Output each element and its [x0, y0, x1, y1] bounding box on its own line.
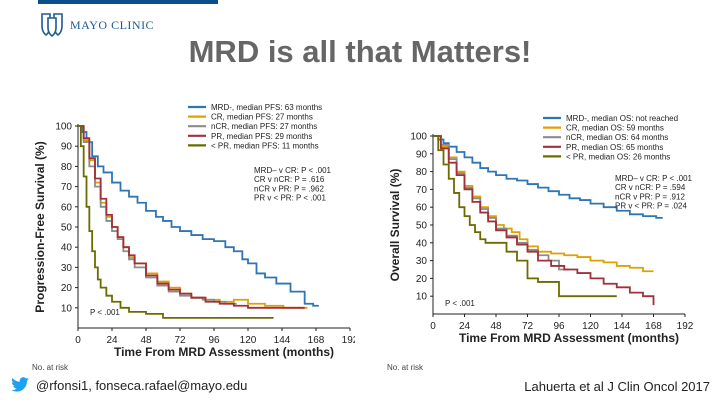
twitter-bird-icon [11, 377, 29, 392]
p-value-text: P < .001 [90, 308, 120, 317]
x-tick-label: 0 [75, 335, 81, 346]
y-tick-label: 50 [416, 221, 428, 232]
pfs-chart: 10 20 30 40 50 60 70 80 90 100 0 24 48 72 96 120 144 168 1… [30, 90, 355, 372]
x-axis-label: Time From MRD Assessment (months) [459, 331, 679, 345]
y-tick-label: 100 [410, 132, 427, 143]
x-tick-label: 72 [522, 321, 534, 332]
x-tick-label: 144 [274, 335, 291, 346]
stats-line-4: PR v < PR: P < .001 [254, 194, 326, 203]
series-line-4 [433, 135, 655, 306]
series-line-1 [78, 125, 319, 307]
p-value-text: P < .001 [445, 299, 475, 308]
legend-label-1: MRD-, median PFS: 63 months [211, 103, 322, 112]
legend-label-2: CR, median OS: 59 months [566, 124, 664, 133]
stats-line-1: MRD– v CR: P < .001 [615, 174, 693, 183]
y-tick-label: 10 [61, 303, 73, 314]
pfs-chart-svg: 10 20 30 40 50 60 70 80 90 100 0 24 48 72 96 120 144 168 1… [32, 103, 355, 372]
y-tick-label: 50 [61, 223, 73, 234]
legend-label-1: MRD-, median OS: not reached [566, 114, 678, 123]
footer-contact: @rfonsi1, fonseca.rafael@mayo.edu [10, 377, 247, 393]
footer-contact-text: @rfonsi1, fonseca.rafael@mayo.edu [36, 377, 248, 393]
x-tick-label: 0 [430, 321, 436, 332]
y-tick-label: 60 [416, 203, 428, 214]
x-tick-label: 96 [208, 335, 220, 346]
x-tick-label: 192 [677, 321, 694, 332]
stats-line-4: PR v < PR: P = .024 [615, 202, 687, 211]
x-tick-label: 144 [614, 321, 631, 332]
stats-line-2: CR v nCR: P = .616 [254, 175, 325, 184]
stats-line-3: nCR v PR: P = .912 [615, 192, 685, 201]
mayo-clinic-logo: MAYO CLINIC [40, 10, 154, 40]
y-tick-label: 80 [416, 167, 428, 178]
x-tick-label: 24 [106, 335, 118, 346]
legend-label-3: nCR, median OS: 64 months [566, 133, 668, 142]
x-tick-label: 96 [553, 321, 565, 332]
y-tick-label: 20 [61, 283, 73, 294]
x-tick-label: 24 [459, 321, 471, 332]
legend-label-5: < PR, median OS: 26 months [566, 152, 670, 161]
series-line-5 [433, 135, 617, 298]
y-tick-label: 90 [416, 149, 428, 160]
series-line-3 [433, 135, 570, 271]
legend-label-5: < PR, median PFS: 11 months [211, 141, 319, 150]
y-axis-label: Progression-Free Survival (%) [33, 141, 47, 312]
y-tick-label: 80 [61, 162, 73, 173]
mayo-shields-icon [41, 13, 63, 38]
series-line-5 [78, 125, 274, 319]
y-tick-label: 10 [416, 292, 428, 303]
stats-line-1: MRD– v CR: P < .001 [254, 166, 332, 175]
footer-citation: Lahuerta et al J Clin Oncol 2017 [524, 379, 710, 394]
y-tick-label: 70 [416, 185, 428, 196]
y-tick-label: 70 [61, 182, 73, 193]
os-chart: 10 20 30 40 50 60 70 80 90 100 0 24 48 72 96 120 144 168 1… [385, 90, 710, 372]
y-axis-label: Overall Survival (%) [388, 169, 402, 282]
x-tick-label: 192 [342, 335, 355, 346]
x-tick-label: 120 [582, 321, 599, 332]
no-at-risk-label: No. at risk [32, 363, 69, 372]
x-tick-label: 48 [490, 321, 502, 332]
x-tick-label: 168 [645, 321, 662, 332]
x-tick-label: 168 [308, 335, 325, 346]
slide-title: MRD is all that Matters! [188, 34, 532, 69]
y-tick-label: 40 [61, 243, 73, 254]
y-tick-label: 60 [61, 202, 73, 213]
stats-line-3: nCR v PR: P = .962 [254, 184, 324, 193]
legend-label-4: PR, median OS: 65 months [566, 143, 663, 152]
logo-text: MAYO CLINIC [70, 17, 155, 32]
y-tick-label: 20 [416, 274, 428, 285]
legend-label-3: nCR, median PFS: 27 months [211, 122, 317, 131]
y-tick-label: 90 [61, 142, 73, 153]
series-line-4 [78, 125, 305, 309]
legend-label-4: PR, median PFS: 29 months [211, 132, 312, 141]
y-tick-label: 30 [61, 263, 73, 274]
y-tick-label: 100 [55, 122, 72, 133]
x-tick-label: 72 [174, 335, 186, 346]
y-tick-label: 30 [416, 256, 428, 267]
x-tick-label: 120 [240, 335, 257, 346]
legend-label-2: CR, median PFS: 27 months [211, 113, 313, 122]
series-line-1 [433, 135, 663, 219]
stats-line-2: CR v nCR: P = .594 [615, 183, 686, 192]
top-accent-bar [38, 0, 218, 4]
os-chart-svg: 10 20 30 40 50 60 70 80 90 100 0 24 48 72 96 120 144 168 1… [387, 114, 694, 372]
x-tick-label: 48 [140, 335, 152, 346]
no-at-risk-label: No. at risk [387, 363, 424, 372]
x-axis-label: Time From MRD Assessment (months) [114, 345, 334, 359]
y-tick-label: 40 [416, 238, 428, 249]
